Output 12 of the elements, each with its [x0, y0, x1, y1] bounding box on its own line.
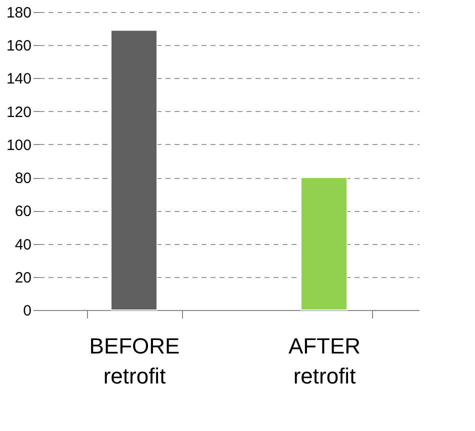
x-tick-label: BEFORE retrofit: [89, 334, 180, 388]
y-tick-label: 80: [14, 170, 32, 188]
y-tick-label: 60: [14, 203, 32, 220]
y-tick-label: 140: [6, 70, 32, 88]
x-tick-label: AFTER retrofit: [288, 334, 361, 388]
y-tick-label: 40: [14, 236, 32, 254]
y-tick-label: 0: [23, 302, 32, 320]
y-tick-label: 100: [6, 136, 32, 154]
y-tick-label: 160: [6, 38, 32, 55]
y-tick-label: 20: [14, 269, 32, 286]
y-tick-label: 180: [6, 4, 32, 22]
y-tick-label: 120: [6, 104, 32, 121]
